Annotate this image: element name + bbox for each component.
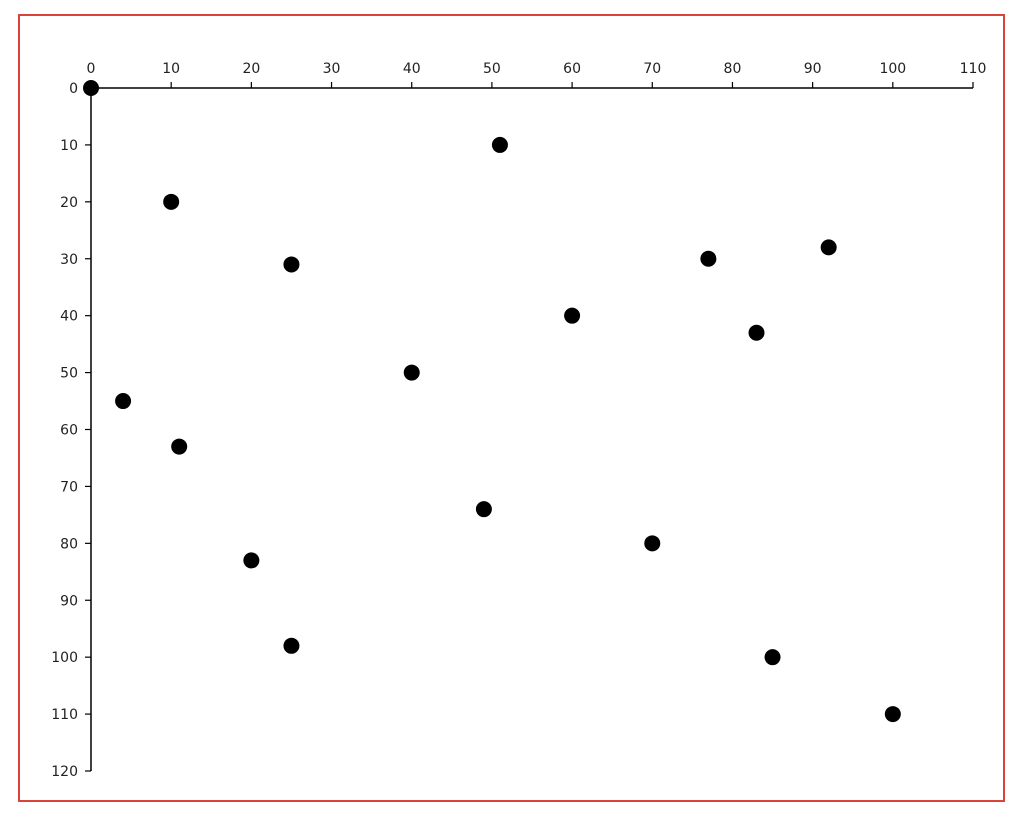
data-point (475, 501, 492, 518)
data-point (243, 552, 260, 569)
x-tick-label: 50 (483, 61, 501, 77)
data-point (764, 649, 781, 666)
x-tick-label: 110 (960, 61, 987, 77)
data-point (564, 307, 581, 324)
data-point (820, 239, 837, 256)
x-tick-label: 10 (162, 61, 180, 77)
x-tick-label: 0 (87, 61, 96, 77)
x-tick-label: 100 (879, 61, 906, 77)
y-tick-label: 80 (60, 536, 78, 552)
y-tick-label: 70 (60, 479, 78, 495)
x-tick-label: 80 (724, 61, 742, 77)
x-tick-label: 20 (242, 61, 260, 77)
y-tick-label: 90 (60, 593, 78, 609)
y-tick-label: 120 (51, 764, 78, 780)
data-point (283, 637, 300, 654)
data-point (403, 364, 420, 381)
y-tick-label: 40 (60, 309, 78, 325)
x-tick-label: 90 (804, 61, 822, 77)
data-point (644, 535, 661, 552)
x-tick-label: 40 (403, 61, 421, 77)
data-point (884, 706, 901, 723)
data-point (283, 256, 300, 273)
y-tick-label: 50 (60, 366, 78, 382)
y-tick-label: 10 (60, 138, 78, 154)
data-point (491, 136, 508, 153)
y-tick-label: 0 (69, 81, 78, 97)
y-tick-label: 100 (51, 650, 78, 666)
data-point (171, 438, 188, 455)
chart-frame (18, 14, 1005, 802)
data-point (748, 324, 765, 341)
x-tick-label: 30 (323, 61, 341, 77)
y-tick-label: 30 (60, 252, 78, 268)
x-tick-label: 60 (563, 61, 581, 77)
x-tick-label: 70 (643, 61, 661, 77)
y-tick-label: 20 (60, 195, 78, 211)
y-tick-label: 60 (60, 423, 78, 439)
data-point (115, 393, 132, 410)
data-point (700, 250, 717, 267)
data-point (163, 193, 180, 210)
data-point (83, 80, 99, 96)
y-tick-label: 110 (51, 707, 78, 723)
